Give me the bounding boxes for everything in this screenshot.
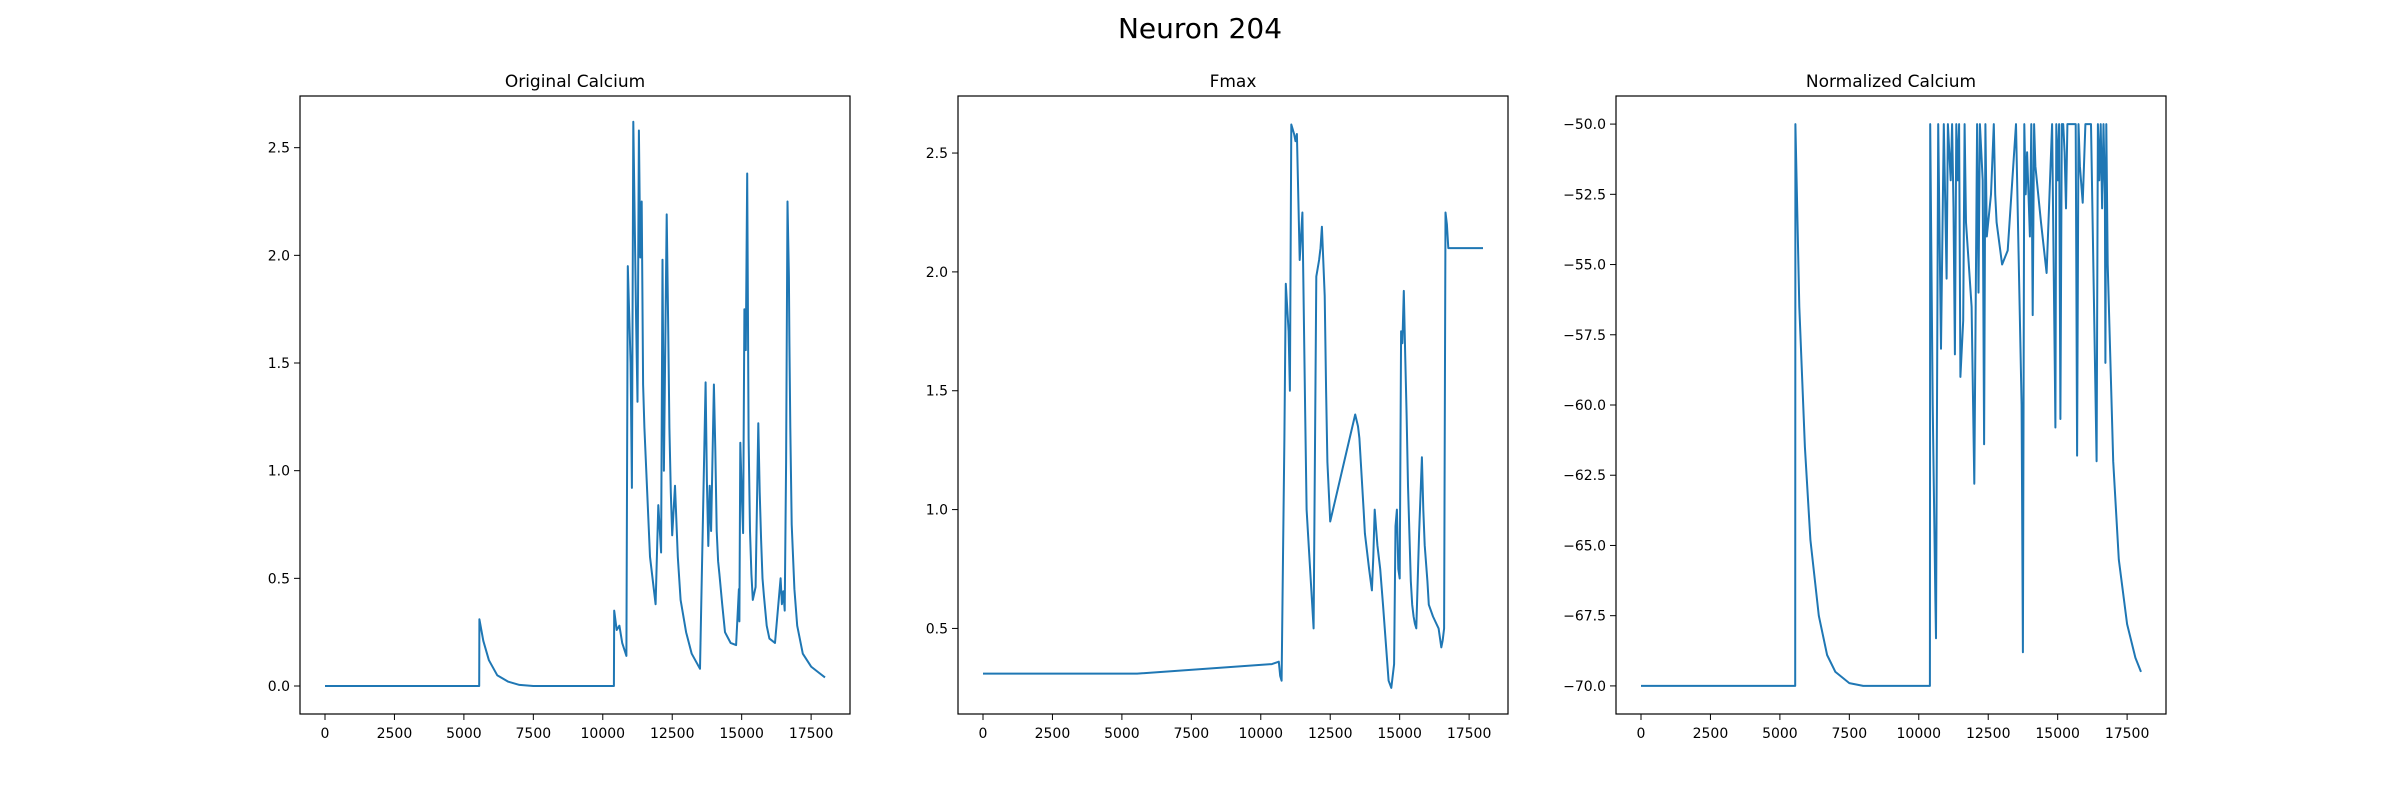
x-tick-label: 15000	[719, 726, 764, 742]
x-tick-label: 12500	[1966, 726, 2011, 742]
y-tick-label: 1.5	[268, 356, 290, 372]
y-tick-label: 0.0	[268, 679, 290, 695]
y-tick-label: 2.5	[926, 146, 948, 162]
y-tick-label: 2.0	[268, 248, 290, 264]
x-tick-label: 12500	[650, 726, 695, 742]
chart-title: Fmax	[1210, 72, 1257, 92]
series-line-1	[983, 123, 1483, 689]
x-tick-label: 0	[979, 726, 988, 742]
x-tick-label: 15000	[2035, 726, 2080, 742]
series-line-1	[325, 120, 826, 687]
y-tick-label: −62.5	[1563, 468, 1606, 484]
chart-title: Original Calcium	[505, 72, 645, 92]
chart-panel-2: Fmax 0 2500 5000 7500 10000 12500 15000 17500 0.5…	[926, 72, 1509, 742]
x-tick-label: 0	[321, 726, 330, 742]
plot-frame	[299, 95, 851, 715]
x-tick-label: 2500	[1693, 726, 1729, 742]
y-tick-label: −65.0	[1563, 538, 1606, 554]
y-tick-label: −67.5	[1563, 609, 1606, 625]
y-tick-label: 0.5	[926, 621, 948, 637]
y-tick-label: −57.5	[1563, 328, 1606, 344]
x-tick-label: 15000	[1377, 726, 1422, 742]
x-tick-label: 7500	[516, 726, 552, 742]
y-tick-label: −55.0	[1563, 258, 1606, 274]
y-tick-label: 1.5	[926, 384, 948, 400]
x-tick-label: 10000	[1239, 726, 1284, 742]
y-tick-label: −70.0	[1563, 679, 1606, 695]
x-tick-label: 2500	[1035, 726, 1071, 742]
y-tick-label: 2.0	[926, 265, 948, 281]
x-tick-label: 17500	[2105, 726, 2150, 742]
y-tick-label: −60.0	[1563, 398, 1606, 414]
x-tick-label: 17500	[1447, 726, 1492, 742]
x-tick-label: 12500	[1308, 726, 1353, 742]
x-tick-label: 10000	[581, 726, 626, 742]
y-tick-label: −50.0	[1563, 117, 1606, 133]
chart-panel-3: Normalized Calcium 0 2500 5000 7500 10000 1250…	[1563, 72, 2167, 742]
x-tick-label: 7500	[1832, 726, 1868, 742]
chart-panel-1: Original Calcium 0 2500 5000 7500 10000 12500 1…	[268, 72, 851, 742]
series-line-1	[1641, 123, 2142, 687]
plot-frame	[957, 95, 1509, 715]
y-tick-label: 0.5	[268, 571, 290, 587]
y-tick-label: −52.5	[1563, 187, 1606, 203]
x-tick-label: 17500	[789, 726, 834, 742]
y-tick-label: 1.0	[268, 464, 290, 480]
x-tick-label: 5000	[1104, 726, 1140, 742]
chart-title: Normalized Calcium	[1806, 72, 1976, 92]
figure-title: Neuron 204	[1118, 12, 1282, 45]
x-tick-label: 7500	[1174, 726, 1210, 742]
x-tick-label: 5000	[1762, 726, 1798, 742]
x-tick-label: 0	[1637, 726, 1646, 742]
y-tick-label: 2.5	[268, 141, 290, 157]
x-tick-label: 2500	[377, 726, 413, 742]
x-tick-label: 5000	[446, 726, 482, 742]
plot-frame	[1615, 95, 2167, 715]
y-tick-label: 1.0	[926, 503, 948, 519]
x-tick-label: 10000	[1897, 726, 1942, 742]
